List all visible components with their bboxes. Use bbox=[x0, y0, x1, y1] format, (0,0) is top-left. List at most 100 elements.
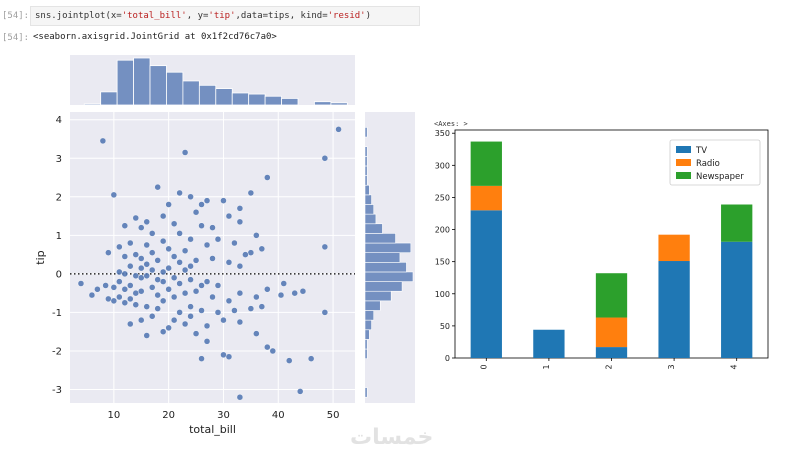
scatter-point bbox=[138, 288, 145, 295]
code-token: 'total_bill' bbox=[121, 11, 187, 21]
scatter-point bbox=[335, 126, 342, 133]
scatter-point bbox=[299, 288, 307, 295]
right-histogram-bar bbox=[364, 184, 370, 196]
scatter-point bbox=[165, 286, 172, 293]
top-histogram-bar bbox=[198, 84, 217, 106]
bar-y-tick-label: 100 bbox=[435, 290, 450, 299]
scatter-point bbox=[247, 189, 255, 197]
bar-x-tick-label: 0 bbox=[479, 364, 488, 369]
scatter-point bbox=[127, 320, 134, 328]
scatter-point bbox=[154, 183, 161, 191]
bar-y-tick-label: 150 bbox=[435, 258, 450, 267]
top-histogram-bar bbox=[100, 91, 118, 106]
output-prompt: [54]: bbox=[2, 33, 30, 43]
y-tick-label: -1 bbox=[52, 308, 62, 319]
output-text: <seaborn.axisgrid.JointGrid at 0x1f2cd76… bbox=[33, 32, 277, 42]
scatter-point bbox=[203, 338, 211, 345]
scatter-point bbox=[321, 309, 329, 316]
scatter-point bbox=[143, 261, 150, 268]
code-token: ) bbox=[365, 11, 371, 21]
y-tick-label: -2 bbox=[52, 346, 62, 357]
scatter-point bbox=[198, 222, 205, 229]
right-histogram-bar bbox=[364, 310, 375, 321]
scatter-point bbox=[253, 293, 260, 301]
scatter-point bbox=[236, 205, 244, 212]
y-tick-label: 0 bbox=[56, 269, 62, 280]
scatter-point bbox=[170, 293, 178, 301]
right-histogram-bar bbox=[364, 339, 368, 350]
top-histogram-bar bbox=[149, 65, 167, 106]
code-token: 'resid' bbox=[327, 11, 366, 21]
y-tick-label: 3 bbox=[56, 154, 62, 165]
stacked-bar-segment-radio bbox=[595, 317, 628, 348]
top-histogram-bar bbox=[133, 57, 151, 106]
right-histogram-bar bbox=[364, 146, 368, 157]
scatter-point bbox=[176, 259, 183, 266]
scatter-point bbox=[321, 243, 329, 251]
scatter-point bbox=[77, 280, 85, 287]
scatter-point bbox=[291, 289, 298, 297]
scatter-point bbox=[231, 239, 238, 247]
top-histogram-bar bbox=[264, 95, 282, 106]
scatter-point bbox=[121, 270, 129, 278]
right-histogram-bar bbox=[364, 242, 412, 253]
bar-x-tick-label: 3 bbox=[667, 364, 676, 369]
scatter-point bbox=[209, 224, 216, 231]
scatter-point bbox=[236, 318, 244, 326]
scatter-point bbox=[116, 293, 123, 301]
scatter-point bbox=[116, 268, 123, 276]
scatter-point bbox=[187, 276, 194, 283]
scatter-point bbox=[154, 276, 161, 283]
scatter-point bbox=[132, 272, 139, 280]
x-tick-label: 30 bbox=[217, 410, 230, 421]
scatter-point bbox=[94, 286, 101, 293]
scatter-point bbox=[154, 257, 161, 264]
scatter-point bbox=[138, 316, 145, 324]
top-histogram-bar bbox=[330, 102, 348, 106]
right-histogram-bar bbox=[364, 204, 375, 215]
scatter-point bbox=[159, 268, 167, 276]
scatter-point bbox=[209, 255, 216, 262]
y-tick-label: 1 bbox=[56, 231, 62, 242]
stacked-bar-segment-newspaper bbox=[721, 204, 753, 242]
scatter-point bbox=[127, 262, 134, 270]
scatter-point bbox=[181, 320, 189, 328]
code-token: ,data=tips, kind= bbox=[235, 11, 328, 21]
x-tick-label: 50 bbox=[327, 410, 340, 421]
scatter-point bbox=[321, 155, 329, 162]
bar-x-tick-label: 4 bbox=[730, 364, 739, 369]
code-cell[interactable]: sns.jointplot(x='total_bill', y='tip',da… bbox=[30, 6, 420, 26]
bar-y-tick-label: 0 bbox=[445, 354, 450, 363]
scatter-point bbox=[132, 301, 139, 308]
scatter-point bbox=[154, 291, 161, 299]
scatter-point bbox=[159, 212, 167, 220]
watermark-logo: خمسات bbox=[350, 425, 434, 450]
scatter-point bbox=[307, 355, 315, 362]
bar-y-tick-label: 200 bbox=[435, 226, 450, 235]
y-axis-label: tip bbox=[34, 250, 47, 264]
scatter-point bbox=[176, 230, 183, 237]
scatter-point bbox=[187, 235, 194, 243]
scatter-point bbox=[214, 282, 222, 289]
bar-legend bbox=[669, 139, 761, 186]
scatter-point bbox=[236, 394, 244, 401]
scatter-point bbox=[176, 309, 183, 316]
scatter-point bbox=[225, 259, 233, 266]
scatter-point bbox=[165, 201, 172, 208]
scatter-point bbox=[143, 303, 150, 310]
scatter-point bbox=[121, 253, 129, 260]
scatter-point bbox=[165, 324, 172, 332]
scatter-point bbox=[198, 282, 205, 289]
legend-swatch bbox=[676, 146, 691, 153]
y-tick-label: -3 bbox=[52, 385, 62, 396]
right-histogram-bar bbox=[364, 223, 383, 234]
scatter-point bbox=[149, 284, 156, 291]
scatter-point bbox=[192, 209, 200, 216]
scatter-point bbox=[225, 353, 233, 360]
top-histogram-bar bbox=[314, 101, 332, 106]
bar-y-tick-label: 50 bbox=[440, 322, 450, 331]
scatter-point bbox=[105, 295, 112, 303]
scatter-point bbox=[132, 289, 139, 297]
scatter-point bbox=[209, 293, 216, 301]
axes-repr-text: <Axes: > bbox=[434, 120, 468, 128]
